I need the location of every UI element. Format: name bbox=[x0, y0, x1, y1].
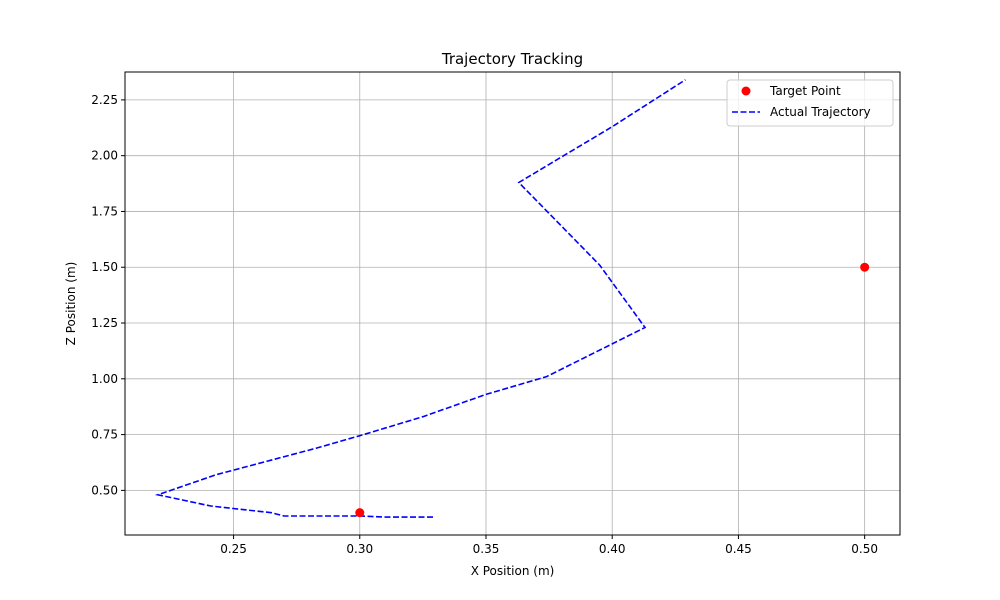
y-tick-label: 1.50 bbox=[91, 260, 118, 274]
x-axis-label: X Position (m) bbox=[471, 564, 555, 578]
target-point-marker bbox=[860, 262, 870, 272]
x-tick-label: 0.40 bbox=[599, 542, 626, 556]
legend-label-actual-trajectory: Actual Trajectory bbox=[770, 105, 871, 119]
y-axis-label: Z Position (m) bbox=[64, 262, 78, 346]
target-point-marker bbox=[355, 508, 365, 518]
y-tick-label: 1.00 bbox=[91, 372, 118, 386]
x-tick-label: 0.30 bbox=[346, 542, 373, 556]
x-tick-label: 0.45 bbox=[725, 542, 752, 556]
axes-frame bbox=[124, 71, 901, 536]
x-tick-label: 0.50 bbox=[851, 542, 878, 556]
chart-title: Trajectory Tracking bbox=[441, 50, 583, 68]
legend: Target Point Actual Trajectory bbox=[726, 79, 894, 127]
y-tick-label: 2.25 bbox=[91, 93, 118, 107]
y-tick-label: 1.75 bbox=[91, 204, 118, 218]
x-tick-label: 0.25 bbox=[220, 542, 247, 556]
axis-ticks: 0.25 0.30 0.35 0.40 0.45 0.50 0.50 0.75 1.00 1.25… bbox=[91, 93, 878, 556]
y-tick-label: 0.50 bbox=[91, 483, 118, 497]
y-tick-label: 2.00 bbox=[91, 149, 118, 163]
actual-trajectory-line bbox=[154, 79, 686, 518]
y-tick-label: 0.75 bbox=[91, 428, 118, 442]
legend-marker-target-point bbox=[741, 86, 751, 96]
legend-box bbox=[726, 79, 894, 127]
y-tick-label: 1.25 bbox=[91, 316, 118, 330]
x-tick-label: 0.35 bbox=[473, 542, 500, 556]
plot-area bbox=[154, 79, 870, 518]
grid-lines bbox=[125, 72, 900, 535]
legend-label-target-point: Target Point bbox=[769, 84, 841, 98]
